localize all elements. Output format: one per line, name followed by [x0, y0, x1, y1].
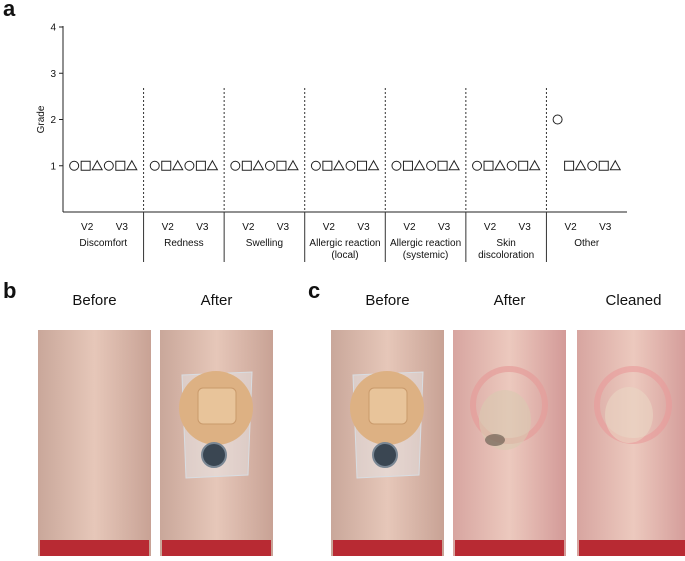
marker-circle: [426, 160, 437, 171]
x-tick-label: V2: [242, 222, 255, 233]
marker-square: [80, 160, 91, 171]
marker-circle: [230, 160, 241, 171]
marker-circle: [345, 160, 356, 171]
x-tick-label: V3: [519, 222, 532, 233]
photo: [331, 330, 444, 556]
marker-circle: [391, 160, 402, 171]
marker-square: [276, 160, 287, 171]
marker-circle: [587, 160, 598, 171]
marker-square: [518, 160, 529, 171]
marker-triangle: [494, 159, 506, 171]
marker-triangle: [528, 159, 541, 171]
photo-caption: After: [201, 292, 233, 309]
x-tick-label: V3: [599, 222, 612, 233]
panel-label: a: [3, 0, 16, 21]
group-label: Discomfort: [79, 238, 127, 249]
y-tick-label: 2: [50, 115, 56, 126]
marker-square: [241, 160, 252, 171]
marker-circle: [103, 160, 114, 171]
marker-square: [115, 160, 126, 171]
photo-strap: [455, 540, 564, 556]
marker-triangle: [333, 159, 345, 171]
marker-circle: [552, 114, 563, 125]
y-tick-label: 3: [50, 69, 56, 80]
marker-circle: [472, 160, 483, 171]
photo: [453, 330, 566, 556]
photo-caption: Before: [72, 292, 116, 309]
marker-square: [598, 160, 609, 171]
x-tick-label: V3: [196, 222, 209, 233]
y-axis-label: Grade: [36, 105, 47, 133]
patch-center: [368, 387, 408, 425]
group-label: Allergic reaction: [390, 238, 461, 249]
mark-center: [605, 387, 653, 443]
panel-label: c: [308, 278, 320, 303]
marker-square: [483, 160, 494, 171]
photo-skin: [38, 330, 151, 556]
marker-square: [195, 160, 206, 171]
group-label: Swelling: [246, 238, 283, 249]
photo-strap: [579, 540, 685, 556]
group-label: (local): [331, 250, 358, 261]
photo-strap: [40, 540, 149, 556]
y-tick-label: 1: [50, 161, 56, 172]
x-tick-label: V2: [323, 222, 336, 233]
marker-circle: [506, 160, 517, 171]
x-tick-label: V2: [484, 222, 497, 233]
sensor: [201, 442, 227, 468]
sensor: [372, 442, 398, 468]
patch-center: [197, 387, 237, 425]
marker-triangle: [413, 159, 426, 171]
marker-triangle: [367, 159, 380, 171]
x-tick-label: V3: [357, 222, 370, 233]
x-tick-label: V2: [403, 222, 416, 233]
group-label: (systemic): [403, 250, 449, 261]
marker-triangle: [171, 159, 184, 171]
photo-strap: [333, 540, 442, 556]
marker-triangle: [287, 159, 299, 171]
marker-triangle: [252, 159, 265, 171]
marker-square: [437, 160, 448, 171]
x-tick-label: V2: [564, 222, 577, 233]
group-label: Other: [574, 238, 600, 249]
marker-triangle: [91, 159, 104, 171]
marker-triangle: [206, 159, 219, 171]
panel-label: b: [3, 278, 16, 303]
marker-triangle: [609, 159, 622, 171]
photos: [38, 330, 685, 556]
group-label: Redness: [164, 238, 203, 249]
marker-square: [357, 160, 368, 171]
x-tick-label: V3: [116, 222, 129, 233]
residue-dark: [485, 434, 505, 446]
photo-caption: Cleaned: [606, 292, 662, 309]
marker-triangle: [448, 159, 460, 171]
marker-triangle: [574, 159, 587, 171]
photo: [38, 330, 151, 556]
group-label: Allergic reaction: [309, 238, 380, 249]
marker-circle: [184, 160, 195, 171]
photo: [160, 330, 273, 556]
photo-caption: Before: [365, 292, 409, 309]
x-tick-label: V2: [162, 222, 175, 233]
marker-circle: [149, 160, 160, 171]
x-tick-label: V2: [81, 222, 94, 233]
photo-caption: After: [494, 292, 526, 309]
group-label: discoloration: [478, 250, 534, 261]
marker-circle: [310, 160, 321, 171]
x-tick-label: V3: [438, 222, 451, 233]
marker-square: [322, 160, 333, 171]
marker-square: [564, 160, 575, 171]
x-tick-label: V3: [277, 222, 290, 233]
marker-square: [402, 160, 413, 171]
marker-triangle: [125, 159, 138, 171]
marker-circle: [69, 160, 80, 171]
photo-strap: [162, 540, 271, 556]
y-tick-label: 4: [50, 23, 56, 34]
group-label: Skin: [496, 238, 515, 249]
photo: [577, 330, 685, 556]
marker-square: [161, 160, 172, 171]
marker-circle: [264, 160, 275, 171]
